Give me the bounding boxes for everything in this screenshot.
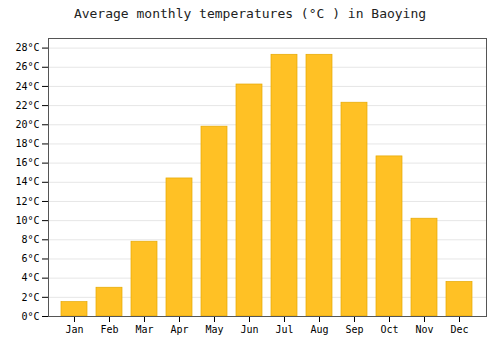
svg-text:20°C: 20°C	[15, 119, 39, 130]
svg-text:12°C: 12°C	[15, 196, 39, 207]
svg-text:Mar: Mar	[135, 324, 153, 335]
html-text:Average monthly temperatures (: Average monthly temperatures (°C ) in Ba…	[73, 6, 427, 21]
svg-text:Oct: Oct	[380, 324, 398, 335]
svg-text:28°C: 28°C	[15, 42, 39, 53]
svg-text:0°C: 0°C	[21, 311, 39, 322]
svg-text:Jul: Jul	[275, 324, 293, 335]
svg-text:24°C: 24°C	[15, 81, 39, 92]
svg-text:Sep: Sep	[345, 324, 363, 335]
svg-text:8°C: 8°C	[21, 234, 39, 245]
svg-text:Apr: Apr	[170, 324, 188, 335]
svg-text:2°C: 2°C	[21, 292, 39, 303]
svg-text:6°C: 6°C	[21, 253, 39, 264]
svg-text:Feb: Feb	[100, 324, 118, 335]
svg-text:Jan: Jan	[65, 324, 83, 335]
svg-text:16°C: 16°C	[15, 157, 39, 168]
svg-text:18°C: 18°C	[15, 138, 39, 149]
svg-text:Aug: Aug	[310, 324, 328, 335]
svg-text:4°C: 4°C	[21, 272, 39, 283]
svg-text:22°C: 22°C	[15, 100, 39, 111]
svg-text:10°C: 10°C	[15, 215, 39, 226]
svg-text:14°C: 14°C	[15, 176, 39, 187]
svg-text:Jun: Jun	[240, 324, 258, 335]
svg-text:Dec: Dec	[450, 324, 468, 335]
svg-text:26°C: 26°C	[15, 61, 39, 72]
svg-text:Nov: Nov	[415, 324, 433, 335]
svg-text:May: May	[205, 324, 223, 335]
